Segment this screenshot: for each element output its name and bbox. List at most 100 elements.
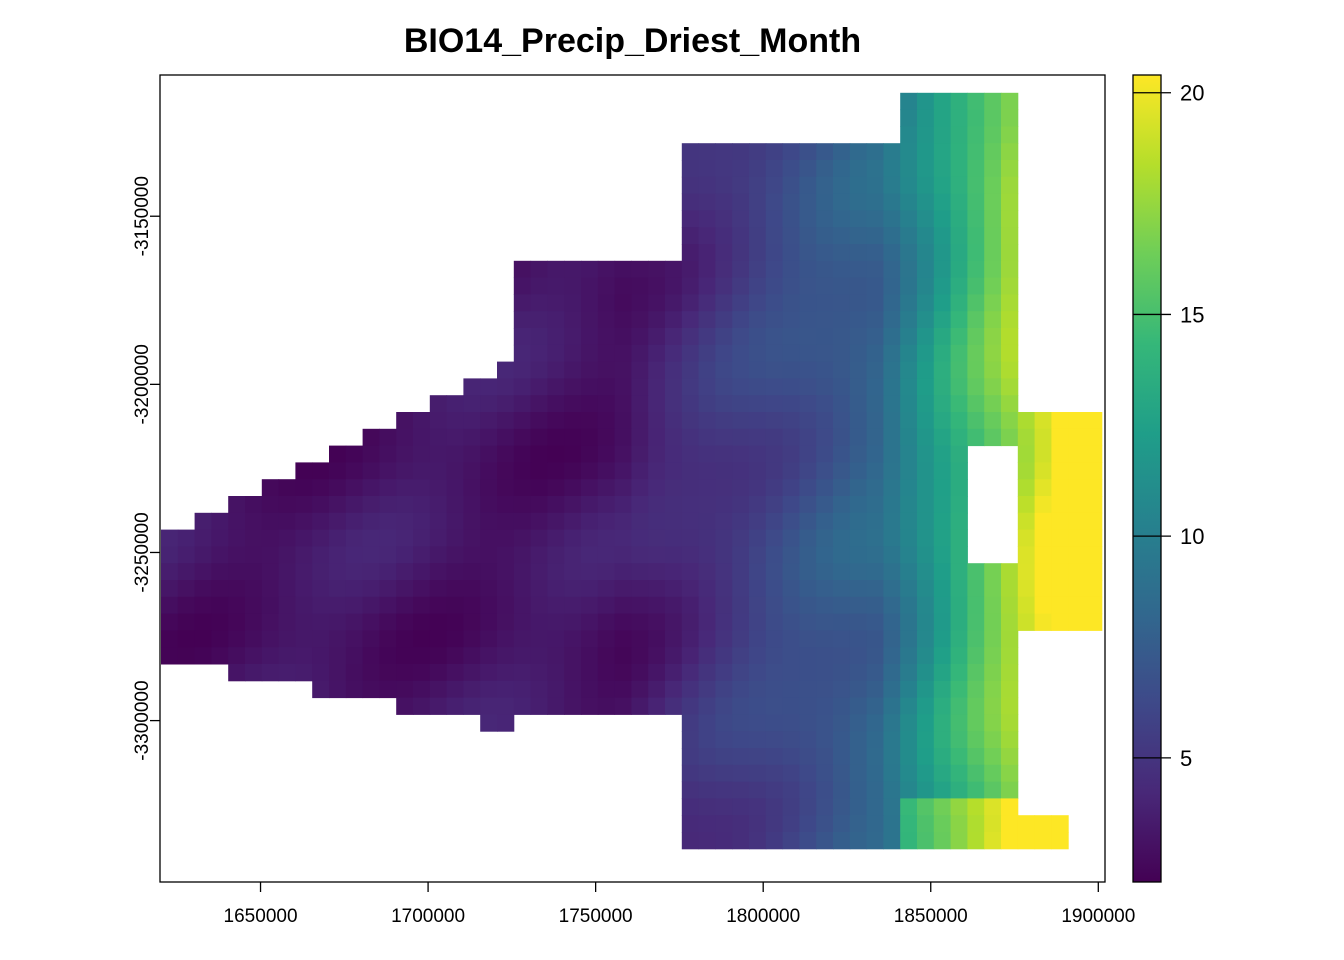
raster-cell	[883, 311, 901, 329]
raster-cell	[614, 361, 632, 379]
raster-cell	[900, 832, 918, 850]
raster-cell	[480, 580, 498, 598]
raster-cell	[631, 260, 649, 279]
raster-cell	[967, 680, 985, 699]
raster-cell	[984, 563, 1002, 581]
raster-cell	[379, 445, 397, 463]
raster-cell	[698, 764, 716, 783]
raster-cell	[312, 496, 330, 514]
raster-cell	[917, 512, 935, 531]
raster-cell	[480, 512, 498, 531]
raster-cell	[984, 244, 1002, 262]
raster-cell	[933, 496, 952, 514]
raster-cell	[648, 361, 666, 379]
raster-cell	[950, 109, 968, 127]
raster-cell	[614, 378, 632, 396]
raster-cell	[765, 210, 784, 228]
raster-cell	[782, 395, 800, 413]
raster-cell	[984, 731, 1002, 749]
raster-cell	[463, 428, 481, 447]
raster-cell	[866, 613, 884, 631]
raster-cell	[1017, 596, 1036, 615]
raster-cell	[715, 764, 733, 783]
raster-cell	[413, 428, 431, 447]
raster-cell	[917, 428, 935, 447]
raster-cell	[631, 596, 649, 615]
raster-cell	[715, 798, 733, 816]
raster-cell	[1001, 798, 1019, 816]
raster-cell	[917, 378, 935, 396]
raster-cell	[429, 647, 448, 665]
raster-cell	[765, 395, 784, 413]
raster-cell	[782, 193, 800, 211]
raster-cell	[345, 479, 364, 497]
raster-cell	[917, 126, 935, 144]
raster-cell	[194, 546, 212, 564]
raster-cell	[429, 630, 448, 648]
raster-cell	[530, 378, 548, 396]
raster-cell	[379, 428, 397, 447]
y-tick-label: -3250000	[132, 512, 153, 592]
raster-cell	[933, 378, 952, 396]
raster-cell	[513, 680, 532, 699]
raster-cell	[194, 512, 212, 531]
raster-cell	[866, 143, 884, 161]
raster-cell	[732, 479, 750, 497]
raster-cell	[849, 344, 868, 363]
raster-cell	[917, 563, 935, 581]
raster-cell	[933, 563, 952, 581]
raster-cell	[194, 563, 212, 581]
raster-cell	[295, 529, 313, 547]
raster-cell	[1001, 294, 1019, 312]
raster-cell	[614, 680, 632, 699]
raster-cell	[749, 647, 767, 665]
raster-cell	[765, 143, 784, 161]
raster-cell	[295, 563, 313, 581]
raster-cell	[1068, 496, 1086, 514]
raster-cell	[698, 311, 716, 329]
raster-cell	[749, 496, 767, 514]
raster-cell	[799, 344, 817, 363]
raster-cell	[429, 512, 448, 531]
raster-cells	[161, 92, 1103, 850]
raster-cell	[984, 92, 1002, 111]
raster-cell	[799, 748, 817, 766]
raster-cell	[278, 580, 296, 598]
raster-cell	[866, 277, 884, 295]
raster-cell	[480, 613, 498, 631]
raster-cell	[631, 428, 649, 447]
raster-cell	[530, 395, 548, 413]
raster-cell	[698, 244, 716, 262]
raster-cell	[933, 580, 952, 598]
raster-cell	[883, 748, 901, 766]
raster-cell	[362, 428, 380, 447]
raster-cell	[749, 798, 767, 816]
raster-cell	[833, 160, 851, 178]
raster-cell	[698, 647, 716, 665]
raster-cell	[429, 596, 448, 615]
raster-cell	[211, 580, 229, 598]
raster-cell	[866, 227, 884, 245]
raster-cell	[917, 92, 935, 111]
raster-cell	[816, 210, 834, 228]
raster-cell	[765, 731, 784, 749]
raster-cell	[799, 462, 817, 480]
raster-cell	[698, 596, 716, 615]
raster-cell	[917, 546, 935, 564]
raster-cell	[715, 412, 733, 430]
raster-cell	[597, 328, 616, 346]
raster-cell	[631, 563, 649, 581]
raster-cell	[648, 580, 666, 598]
raster-cell	[849, 596, 868, 615]
raster-cell	[933, 815, 952, 833]
raster-cell	[799, 260, 817, 279]
raster-cell	[849, 512, 868, 531]
raster-cell	[816, 361, 834, 379]
raster-cell	[984, 815, 1002, 833]
raster-cell	[782, 580, 800, 598]
raster-cell	[900, 714, 918, 732]
raster-cell	[396, 445, 414, 463]
raster-cell	[312, 563, 330, 581]
raster-cell	[883, 580, 901, 598]
raster-cell	[849, 748, 868, 766]
